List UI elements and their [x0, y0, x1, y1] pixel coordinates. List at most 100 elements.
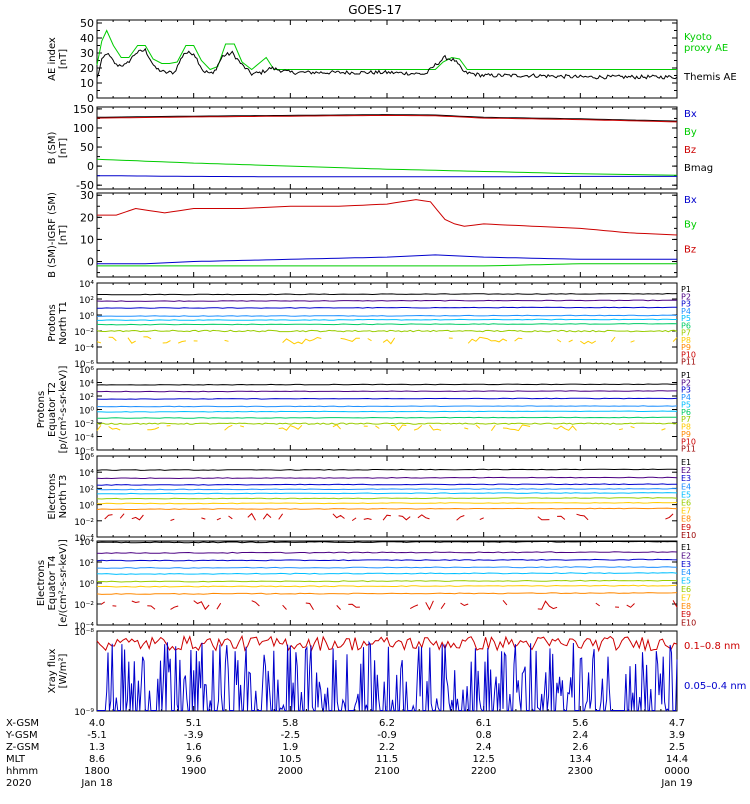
legend-entry: E3 — [681, 560, 691, 569]
legend-entry: E8 — [681, 602, 691, 611]
ytick-label: 50 — [80, 17, 94, 30]
ytick-label: 30 — [80, 47, 94, 60]
series-elec_t3-e1 — [96, 468, 678, 471]
y-axis-label: [e/(cm²-s-sr-keV)] — [58, 539, 69, 627]
series-prot_t2-p2 — [97, 390, 677, 393]
ephemeris-cell: 1.6 — [186, 742, 202, 753]
ephemeris-cell: -0.9 — [377, 730, 397, 741]
ephemeris-cell: 3.9 — [669, 730, 685, 741]
ephemeris-cell: 1.9 — [282, 742, 298, 753]
ephemeris-cell: 1800 — [84, 766, 109, 777]
ephemeris-cell: 2.5 — [669, 742, 685, 753]
ephemeris-cell: 0.8 — [476, 730, 492, 741]
ephemeris-cell: 2.6 — [572, 742, 588, 753]
series-prot_t2-p6 — [97, 416, 677, 419]
ephemeris-cell: 2000 — [278, 766, 303, 777]
ephemeris-cell: 5.6 — [572, 718, 588, 729]
panel-xray: 10⁻⁹ 10⁻⁸ Xray flux [W/m²] 0.1–0.8 nm 0.05–0.… — [47, 628, 746, 718]
legend-entry: P7 — [681, 415, 691, 424]
legend-entry: P10 — [681, 437, 696, 446]
series-elec_t3-e4 — [96, 487, 678, 491]
legend-entry: P9 — [681, 430, 691, 439]
ephemeris-cell: 2.2 — [379, 742, 395, 753]
ytick-label: 40 — [80, 32, 94, 45]
ephemeris-cell: 2.4 — [572, 730, 588, 741]
ephemeris-cell: 11.5 — [376, 754, 398, 765]
series-ae-kyoto-proxy-ae — [96, 29, 677, 71]
series-prot_t2-p8 — [97, 425, 673, 431]
legend-entry: E1 — [681, 543, 691, 552]
y-axis-label: Electrons — [47, 473, 58, 519]
ephemeris-row-label: Z-GSM — [6, 742, 39, 753]
ytick-label: 10⁴ — [79, 538, 94, 548]
series-prot_t1-p6 — [96, 323, 678, 326]
panel-frame — [96, 192, 678, 278]
ytick-label: 10⁴ — [79, 280, 94, 290]
ephemeris-cell: 14.4 — [666, 754, 688, 765]
ephemeris-cell: 6.2 — [379, 718, 395, 729]
legend-entry: E7 — [681, 593, 691, 602]
legend-entry: E2 — [681, 466, 691, 475]
legend-entry: P9 — [681, 343, 691, 352]
series-elec_t4-e8 — [96, 592, 678, 595]
panel-prot_t1: 10⁻⁶ 10⁻⁴ 10⁻² 10⁰ 10² 10⁴ Protons North T1 P1P2… — [47, 280, 696, 370]
series-elec_t4-e7 — [96, 584, 678, 588]
legend-entry: P2 — [681, 378, 691, 387]
ephemeris-cell: 2200 — [471, 766, 496, 777]
series-elec_t4-e6 — [96, 579, 678, 583]
ytick-label: 10⁻⁹ — [74, 708, 94, 718]
panel-bsm_igrf: 0 10 20 30 B (SM)-IGRF (SM) [nT] Bx By Bz — [47, 189, 697, 278]
legend-entry: By — [684, 220, 697, 231]
series-elec_t4-e5 — [96, 572, 678, 575]
ytick-label: 10⁻² — [74, 328, 94, 338]
legend-entry: P4 — [681, 307, 691, 316]
series-elec_t3-e7 — [96, 501, 678, 505]
series-prot_t2-p4 — [97, 405, 678, 408]
legend-entry: E9 — [681, 610, 691, 619]
panel-frame — [96, 455, 678, 538]
series-elec_t4-e9 — [100, 599, 678, 611]
series-bsm_igrf-bz — [97, 199, 678, 236]
legend-entry: P3 — [681, 386, 691, 395]
ytick-label: 10 — [80, 77, 94, 90]
ephemeris-cell: 5.1 — [186, 718, 202, 729]
ytick-label: 10² — [79, 485, 94, 495]
legend-entry: E8 — [681, 515, 691, 524]
series-elec_t4-e3 — [96, 558, 678, 562]
legend-entry: P8 — [681, 336, 691, 345]
ephemeris-row-label: MLT — [6, 754, 26, 765]
series-prot_t1-p1 — [97, 292, 678, 296]
ephemeris-cell: Jan 19 — [660, 778, 692, 789]
legend-entry: Bx — [684, 109, 697, 120]
ytick-label: 10 — [80, 233, 94, 246]
ephemeris-cell: -5.1 — [87, 730, 107, 741]
series-prot_t1-p8 — [96, 336, 678, 345]
legend-entry: P11 — [681, 358, 696, 367]
legend-entry: P7 — [681, 329, 691, 338]
chart-title: GOES-17 — [348, 3, 402, 17]
series-prot_t2-p5 — [96, 410, 678, 413]
series-bsm-bz — [96, 114, 678, 123]
y-axis-label: North T1 — [58, 301, 69, 345]
ephemeris-cell: 1.3 — [89, 742, 105, 753]
legend-entry: P6 — [681, 408, 691, 417]
ephemeris-cell: 4.0 — [89, 718, 105, 729]
ytick-label: 10⁻⁴ — [74, 344, 94, 354]
y-axis-label: [p/(cm²-s-sr-keV)] — [58, 366, 69, 454]
ephemeris-cell: Jan 18 — [80, 778, 112, 789]
ytick-label: 10⁻² — [74, 518, 94, 528]
ytick-label: 0 — [87, 160, 94, 173]
ytick-label: 10⁻⁶ — [74, 360, 94, 370]
legend-entry: E3 — [681, 474, 691, 483]
series-bsm_igrf-bx — [97, 254, 677, 265]
series-ae-themis-ae — [96, 47, 678, 80]
ytick-label: 10⁻⁴ — [74, 622, 94, 632]
legend-entry: E6 — [681, 585, 691, 594]
ytick-label: 10⁻⁸ — [74, 628, 94, 638]
series-prot_t2-p7 — [96, 422, 678, 425]
legend-entry: E10 — [681, 531, 696, 540]
legend-entry: E5 — [681, 490, 691, 499]
series-elec_t3-e2 — [96, 476, 678, 480]
